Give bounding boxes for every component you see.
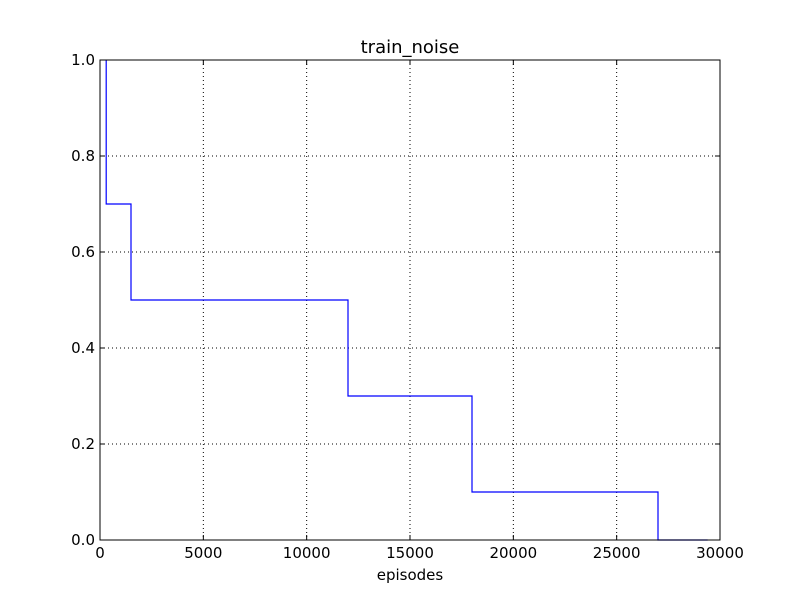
y-tick-label: 0.2	[71, 435, 95, 453]
x-axis-label: episodes	[377, 566, 444, 584]
x-tick-label: 0	[95, 544, 105, 562]
y-tick-label: 0.0	[71, 531, 95, 549]
y-tick-label: 0.6	[71, 243, 95, 261]
x-tick-label: 15000	[386, 544, 434, 562]
y-tick-label: 0.8	[71, 147, 95, 165]
x-tick-label: 10000	[283, 544, 331, 562]
x-tick-label: 5000	[184, 544, 222, 562]
grid	[100, 60, 720, 540]
y-tick-label: 1.0	[71, 51, 95, 69]
chart-title: train_noise	[361, 37, 460, 58]
series-line	[105, 60, 708, 541]
y-tick-label: 0.4	[71, 339, 95, 357]
ticks: 0 5000 10000 15000 20000 25000 30000 0.0 0.2 0.4 0…	[71, 51, 744, 562]
x-tick-label: 25000	[593, 544, 641, 562]
x-tick-label: 30000	[696, 544, 744, 562]
x-tick-label: 20000	[489, 544, 537, 562]
series-layer	[105, 60, 708, 541]
